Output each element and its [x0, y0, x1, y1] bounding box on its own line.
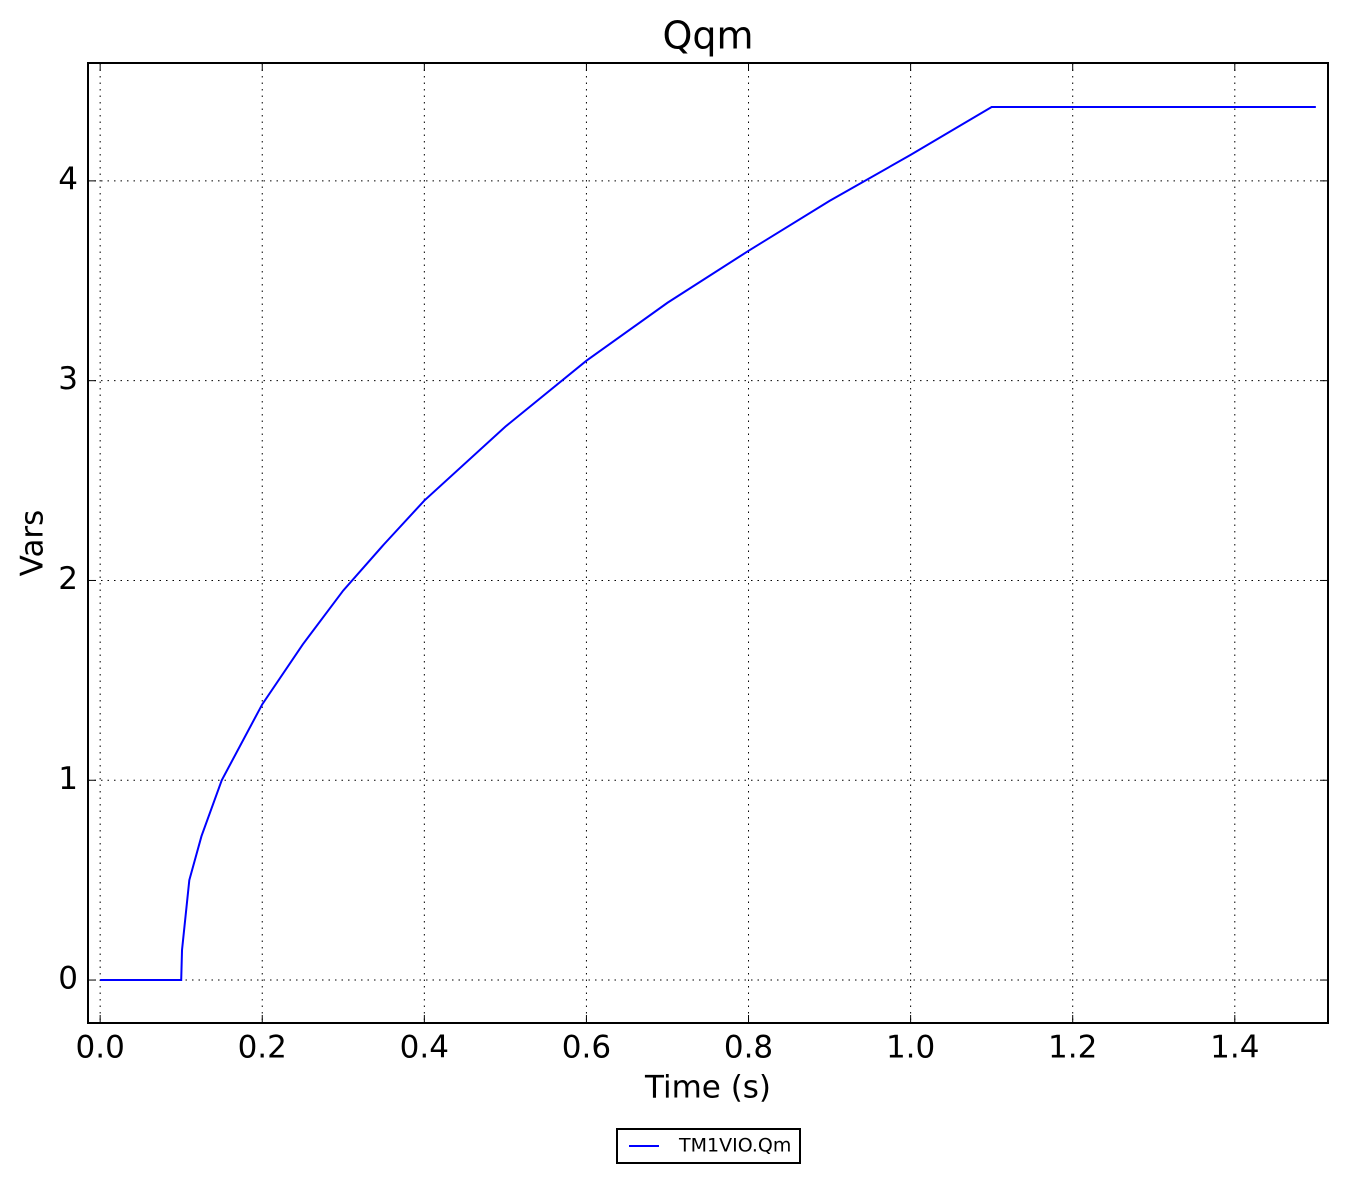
y-tick-label: 4	[58, 161, 78, 197]
legend-label: TM1VIO.Qm	[678, 1135, 791, 1157]
y-tick-label: 2	[58, 561, 78, 597]
x-tick-label: 1.0	[886, 1030, 935, 1066]
x-tick-label: 1.2	[1048, 1030, 1097, 1066]
chart-title: Qqm	[662, 14, 753, 58]
y-axis-label: Vars	[15, 510, 51, 577]
y-tick-label: 0	[58, 961, 78, 997]
x-tick-label: 0.2	[238, 1030, 287, 1066]
x-tick-label: 0.0	[76, 1030, 125, 1066]
plot-frame	[87, 62, 1329, 1024]
x-tick-label: 0.8	[724, 1030, 773, 1066]
x-tick-label: 1.4	[1210, 1030, 1259, 1066]
y-tick-label: 3	[58, 361, 78, 397]
x-tick-label: 0.6	[562, 1030, 611, 1066]
x-axis-label: Time (s)	[644, 1070, 771, 1106]
data-line	[100, 105, 1316, 982]
y-tick-label: 1	[58, 761, 78, 797]
x-tick-label: 0.4	[400, 1030, 449, 1066]
